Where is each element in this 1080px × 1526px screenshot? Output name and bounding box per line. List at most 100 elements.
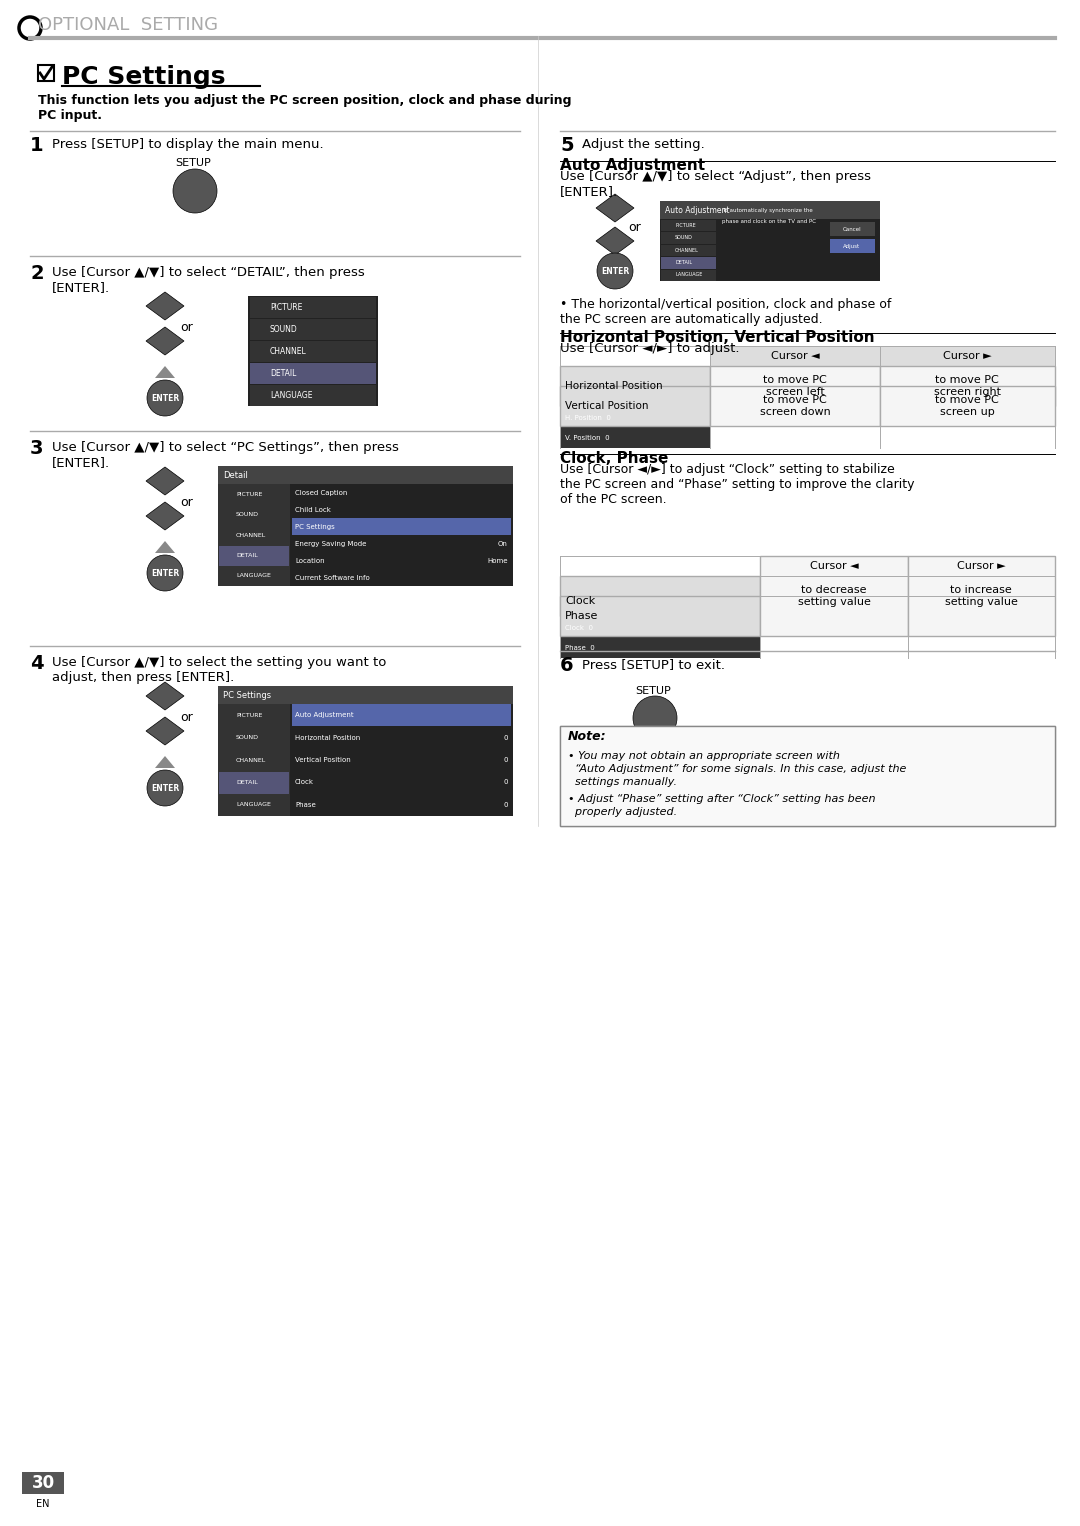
Text: Note:: Note:	[568, 729, 607, 743]
Text: Press [SETUP] to display the main menu.: Press [SETUP] to display the main menu.	[52, 137, 324, 151]
Text: CHANNEL: CHANNEL	[237, 533, 267, 537]
Text: ENTER: ENTER	[600, 267, 630, 276]
Text: Cursor ◄: Cursor ◄	[771, 351, 820, 362]
Text: CHANNEL: CHANNEL	[237, 757, 267, 763]
Text: PC Settings: PC Settings	[222, 690, 271, 699]
FancyBboxPatch shape	[249, 340, 376, 362]
FancyBboxPatch shape	[561, 427, 710, 449]
Polygon shape	[596, 227, 634, 255]
Text: Vertical Position: Vertical Position	[565, 401, 648, 410]
Circle shape	[173, 169, 217, 214]
Text: 0: 0	[503, 757, 508, 763]
FancyBboxPatch shape	[710, 366, 880, 406]
FancyBboxPatch shape	[661, 232, 716, 244]
FancyBboxPatch shape	[22, 1473, 64, 1494]
Text: 30: 30	[31, 1474, 55, 1492]
Text: Cursor ◄: Cursor ◄	[810, 562, 859, 571]
FancyBboxPatch shape	[219, 772, 289, 794]
Polygon shape	[596, 194, 634, 221]
Text: Phase: Phase	[295, 801, 315, 807]
Text: EN: EN	[37, 1499, 50, 1509]
FancyBboxPatch shape	[908, 555, 1055, 636]
Text: SOUND: SOUND	[237, 736, 259, 740]
Circle shape	[147, 380, 183, 417]
FancyBboxPatch shape	[219, 728, 289, 749]
Text: This function lets you adjust the PC screen position, clock and phase during
PC : This function lets you adjust the PC scr…	[38, 95, 571, 122]
FancyBboxPatch shape	[760, 555, 908, 636]
Text: to move PC
screen down: to move PC screen down	[759, 395, 831, 417]
Text: Use [Cursor ▲/▼] to select the setting you want to
adjust, then press [ENTER].: Use [Cursor ▲/▼] to select the setting y…	[52, 656, 387, 684]
Polygon shape	[146, 291, 184, 320]
FancyBboxPatch shape	[561, 726, 1055, 826]
Text: Detail: Detail	[222, 470, 248, 479]
Circle shape	[633, 696, 677, 740]
Text: PICTURE: PICTURE	[237, 491, 262, 496]
Text: Child Lock: Child Lock	[295, 507, 330, 513]
FancyBboxPatch shape	[219, 546, 289, 566]
Text: Clock  0: Clock 0	[565, 626, 593, 630]
Circle shape	[147, 555, 183, 591]
Text: 6: 6	[561, 656, 573, 674]
Text: DETAIL: DETAIL	[270, 368, 296, 377]
Text: SOUND: SOUND	[675, 235, 693, 240]
FancyBboxPatch shape	[661, 258, 716, 269]
FancyBboxPatch shape	[248, 296, 378, 406]
FancyBboxPatch shape	[710, 386, 880, 426]
Text: 3: 3	[30, 439, 43, 458]
Text: ENTER: ENTER	[151, 569, 179, 577]
FancyBboxPatch shape	[831, 240, 875, 253]
Text: Phase  0: Phase 0	[565, 645, 595, 652]
Text: SETUP: SETUP	[635, 687, 671, 696]
Text: Horizontal Position: Horizontal Position	[565, 382, 663, 391]
Text: 2: 2	[30, 264, 43, 282]
Text: Closed Caption: Closed Caption	[295, 490, 348, 496]
Text: To automatically synchronize the: To automatically synchronize the	[723, 208, 813, 212]
Text: Cancel: Cancel	[842, 226, 862, 232]
Polygon shape	[156, 755, 175, 768]
Text: Phase: Phase	[565, 610, 598, 621]
FancyBboxPatch shape	[219, 485, 289, 505]
Text: Clock: Clock	[565, 597, 595, 606]
Text: Auto Adjustment: Auto Adjustment	[665, 206, 729, 215]
Text: Horizontal Position: Horizontal Position	[295, 734, 361, 740]
FancyBboxPatch shape	[561, 575, 760, 617]
FancyBboxPatch shape	[660, 201, 880, 281]
Text: Use [Cursor ◄/►] to adjust “Clock” setting to stabilize
the PC screen and “Phase: Use [Cursor ◄/►] to adjust “Clock” setti…	[561, 462, 915, 507]
FancyBboxPatch shape	[219, 526, 289, 545]
Text: Use [Cursor ▲/▼] to select “PC Settings”, then press
[ENTER].: Use [Cursor ▲/▼] to select “PC Settings”…	[52, 441, 399, 468]
Text: H. Position  0: H. Position 0	[565, 415, 611, 421]
Text: DETAIL: DETAIL	[237, 780, 258, 784]
Text: Cursor ►: Cursor ►	[943, 351, 991, 362]
FancyBboxPatch shape	[249, 363, 376, 385]
FancyBboxPatch shape	[249, 319, 376, 340]
Text: to move PC
screen up: to move PC screen up	[935, 395, 999, 417]
Text: SETUP: SETUP	[175, 159, 211, 168]
Text: PC Settings: PC Settings	[62, 66, 226, 89]
Polygon shape	[146, 327, 184, 356]
FancyBboxPatch shape	[561, 386, 710, 426]
Text: SOUND: SOUND	[237, 513, 259, 517]
Text: LANGUAGE: LANGUAGE	[237, 574, 271, 578]
FancyBboxPatch shape	[880, 346, 1055, 366]
Text: Cursor ►: Cursor ►	[957, 562, 1005, 571]
Text: CHANNEL: CHANNEL	[270, 346, 307, 356]
FancyBboxPatch shape	[219, 566, 289, 586]
Text: 4: 4	[30, 655, 43, 673]
Text: Adjust: Adjust	[843, 244, 861, 249]
Text: PICTURE: PICTURE	[237, 713, 262, 717]
Text: Current Software Info: Current Software Info	[295, 574, 369, 580]
Text: PC Settings: PC Settings	[295, 523, 335, 530]
FancyBboxPatch shape	[219, 505, 289, 525]
FancyBboxPatch shape	[561, 638, 760, 658]
Text: ENTER: ENTER	[151, 783, 179, 792]
Text: OPTIONAL  SETTING: OPTIONAL SETTING	[38, 15, 218, 34]
Text: DETAIL: DETAIL	[237, 552, 258, 559]
Text: V. Position  0: V. Position 0	[565, 435, 609, 441]
Text: 0: 0	[503, 780, 508, 786]
FancyBboxPatch shape	[218, 465, 513, 484]
Text: SOUND: SOUND	[270, 325, 298, 334]
FancyBboxPatch shape	[219, 749, 289, 771]
Text: or: or	[627, 221, 640, 233]
Text: Use [Cursor ▲/▼] to select “DETAIL”, then press
[ENTER].: Use [Cursor ▲/▼] to select “DETAIL”, the…	[52, 266, 365, 295]
Text: PICTURE: PICTURE	[270, 302, 302, 311]
